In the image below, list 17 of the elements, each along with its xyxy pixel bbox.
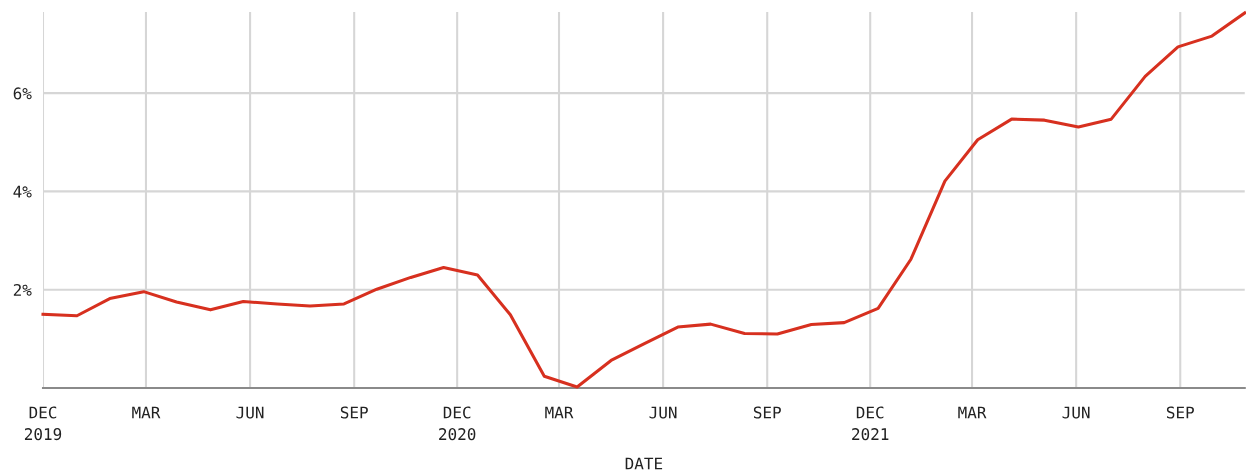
y-tick-label: 6% bbox=[13, 87, 32, 100]
line-series bbox=[41, 11, 1246, 389]
x-tick-label: DEC 2020 bbox=[439, 406, 476, 441]
x-tick-label: JUN bbox=[1062, 406, 1090, 419]
x-tick-label: MAR bbox=[132, 406, 161, 419]
x-tick-label: MAR bbox=[545, 406, 574, 419]
x-tick-label: JUN bbox=[236, 406, 264, 419]
x-axis-title: DATE bbox=[625, 457, 663, 470]
y-tick-label: 4% bbox=[13, 185, 32, 198]
y-tick-label: 2% bbox=[13, 283, 32, 296]
x-tick-label: SEP bbox=[340, 406, 368, 419]
x-tick-label: SEP bbox=[753, 406, 781, 419]
x-tick-label: DEC 2021 bbox=[852, 406, 889, 441]
x-tick-label: SEP bbox=[1166, 406, 1194, 419]
x-tick-label: DEC 2019 bbox=[24, 406, 62, 441]
x-tick-label: JUN bbox=[649, 406, 677, 419]
x-tick-label: MAR bbox=[958, 406, 987, 419]
